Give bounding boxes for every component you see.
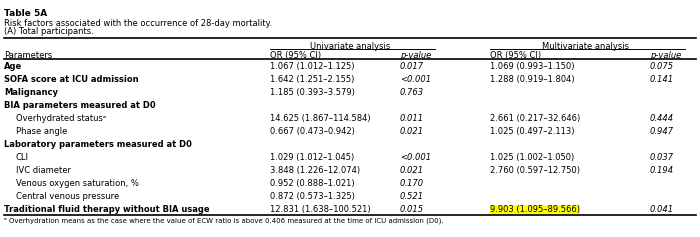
Text: Parameters: Parameters [4, 51, 52, 60]
Text: 0.017: 0.017 [400, 62, 424, 71]
Text: CLI: CLI [16, 153, 29, 162]
Text: 1.025 (0.497–2.113): 1.025 (0.497–2.113) [490, 127, 575, 136]
Text: 0.011: 0.011 [400, 114, 424, 123]
Text: Overhydrated statusᵃ: Overhydrated statusᵃ [16, 114, 106, 123]
Text: BIA parameters measured at D0: BIA parameters measured at D0 [4, 101, 155, 110]
Text: 0.194: 0.194 [650, 166, 674, 175]
Text: 0.015: 0.015 [400, 205, 424, 214]
Text: 0.763: 0.763 [400, 88, 424, 97]
Text: 2.661 (0.217–32.646): 2.661 (0.217–32.646) [490, 114, 580, 123]
Text: (A) Total participants.: (A) Total participants. [4, 27, 94, 36]
Text: 1.067 (1.012–1.125): 1.067 (1.012–1.125) [270, 62, 354, 71]
Text: 1.642 (1.251–2.155): 1.642 (1.251–2.155) [270, 75, 354, 84]
Text: 0.170: 0.170 [400, 179, 424, 188]
Text: Venous oxygen saturation, %: Venous oxygen saturation, % [16, 179, 139, 188]
Text: Central venous pressure: Central venous pressure [16, 192, 119, 201]
Text: 14.625 (1.867–114.584): 14.625 (1.867–114.584) [270, 114, 370, 123]
Text: 0.021: 0.021 [400, 127, 424, 136]
Text: 1.069 (0.993–1.150): 1.069 (0.993–1.150) [490, 62, 575, 71]
Text: IVC diameter: IVC diameter [16, 166, 71, 175]
Text: 3.848 (1.226–12.074): 3.848 (1.226–12.074) [270, 166, 360, 175]
Text: 1.288 (0.919–1.804): 1.288 (0.919–1.804) [490, 75, 575, 84]
Text: SOFA score at ICU admission: SOFA score at ICU admission [4, 75, 139, 84]
Text: 0.947: 0.947 [650, 127, 674, 136]
Text: <0.001: <0.001 [400, 153, 431, 162]
Text: <0.001: <0.001 [400, 75, 431, 84]
Text: Risk factors associated with the occurrence of 28-day mortality.: Risk factors associated with the occurre… [4, 19, 272, 28]
Text: 9.903 (1.095–89.566): 9.903 (1.095–89.566) [490, 205, 580, 214]
Text: 0.037: 0.037 [650, 153, 674, 162]
Text: 0.872 (0.573–1.325): 0.872 (0.573–1.325) [270, 192, 355, 201]
Text: 0.952 (0.888–1.021): 0.952 (0.888–1.021) [270, 179, 355, 188]
Text: 0.021: 0.021 [400, 166, 424, 175]
Text: 0.444: 0.444 [650, 114, 674, 123]
Text: Univariate analysis: Univariate analysis [310, 42, 390, 51]
Text: Laboratory parameters measured at D0: Laboratory parameters measured at D0 [4, 140, 192, 149]
Text: OR (95% CI): OR (95% CI) [270, 51, 321, 60]
Text: 0.141: 0.141 [650, 75, 674, 84]
Text: ᵃ Overhydration means as the case where the value of ECW ratio is above 0.406 me: ᵃ Overhydration means as the case where … [4, 218, 444, 224]
Text: 1.025 (1.002–1.050): 1.025 (1.002–1.050) [490, 153, 574, 162]
Text: Malignancy: Malignancy [4, 88, 58, 97]
Text: p-value: p-value [650, 51, 681, 60]
Text: Multivariate analysis: Multivariate analysis [542, 42, 629, 51]
Text: 0.041: 0.041 [650, 205, 674, 214]
Text: 1.029 (1.012–1.045): 1.029 (1.012–1.045) [270, 153, 354, 162]
Text: p-value: p-value [400, 51, 431, 60]
Text: 0.667 (0.473–0.942): 0.667 (0.473–0.942) [270, 127, 355, 136]
Text: 0.075: 0.075 [650, 62, 674, 71]
Text: Age: Age [4, 62, 22, 71]
Text: 0.521: 0.521 [400, 192, 424, 201]
Text: OR (95% CI): OR (95% CI) [490, 51, 541, 60]
Text: Table 5A: Table 5A [4, 9, 48, 18]
Text: 2.760 (0.597–12.750): 2.760 (0.597–12.750) [490, 166, 580, 175]
Text: 12.831 (1.638–100.521): 12.831 (1.638–100.521) [270, 205, 370, 214]
Text: Traditional fluid therapy without BIA usage: Traditional fluid therapy without BIA us… [4, 205, 209, 214]
Text: 1.185 (0.393–3.579): 1.185 (0.393–3.579) [270, 88, 355, 97]
Text: Phase angle: Phase angle [16, 127, 67, 136]
